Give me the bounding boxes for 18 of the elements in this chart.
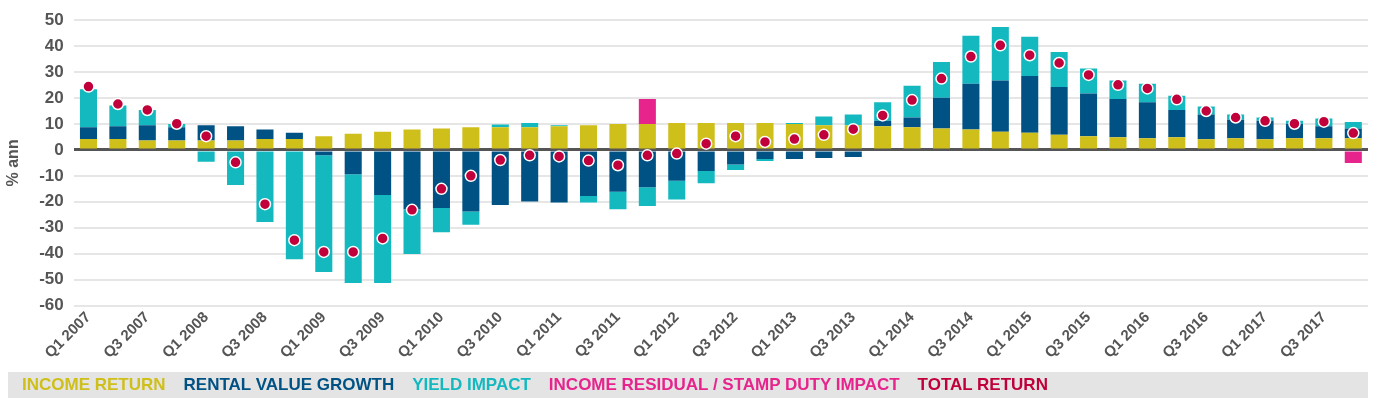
y-tick-label: 40 (44, 35, 64, 55)
y-tick-label: 20 (44, 87, 64, 107)
y-tick-label: 50 (44, 9, 64, 29)
y-tick-label: -10 (39, 165, 64, 185)
y-tick-label: -20 (39, 191, 64, 211)
text: TOTAL RETURN (917, 375, 1048, 395)
y-axis-title: % ann (4, 139, 22, 187)
y-tick-label: -60 (39, 295, 64, 315)
text: RENTAL VALUE GROWTH (183, 375, 395, 395)
text: INCOME RESIDUAL / STAMP DUTY IMPACT (548, 375, 900, 395)
y-tick-label: 0 (54, 139, 64, 159)
text: YIELD IMPACT (412, 375, 531, 395)
y-tick-label: 30 (44, 61, 64, 81)
text: INCOME RETURN (22, 375, 166, 395)
y-tick-label: -30 (39, 217, 64, 237)
y-tick-label: 10 (44, 113, 64, 133)
y-tick-label: -40 (39, 243, 64, 263)
y-tick-label: -50 (39, 269, 64, 289)
